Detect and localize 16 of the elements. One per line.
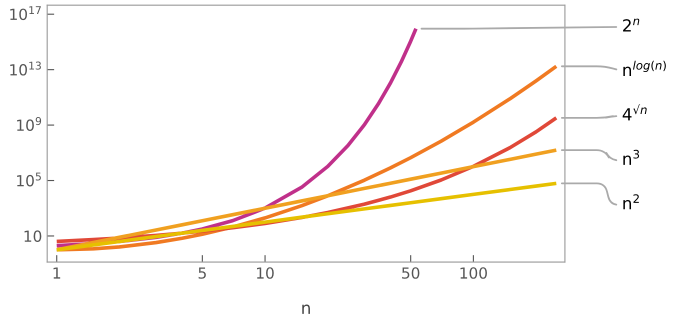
text: n$^{log(n)}$ [623,60,666,76]
y-tick-label: 10$^{9}$ [17,116,42,131]
text: 4$^{√n}$ [622,104,647,120]
x-tick-label: 5 [198,267,206,279]
text: 2$^{n}$ [623,18,640,32]
y-tick-label: 10$^{5}$ [17,172,41,186]
y-tick-label: 10 [24,230,42,242]
text: n$^{2}$ [623,194,639,210]
x-axis-title: n [302,304,310,314]
x-tick-label: 10 [257,267,274,279]
x-tick-label: 50 [402,267,420,279]
x-tick-label: 100 [460,267,487,279]
y-tick-label: 10$^{13}$ [10,62,41,76]
x-tick-label: 1 [54,267,60,279]
text: n$^{3}$ [623,150,640,165]
y-tick-label: 10$^{17}$ [10,6,41,20]
